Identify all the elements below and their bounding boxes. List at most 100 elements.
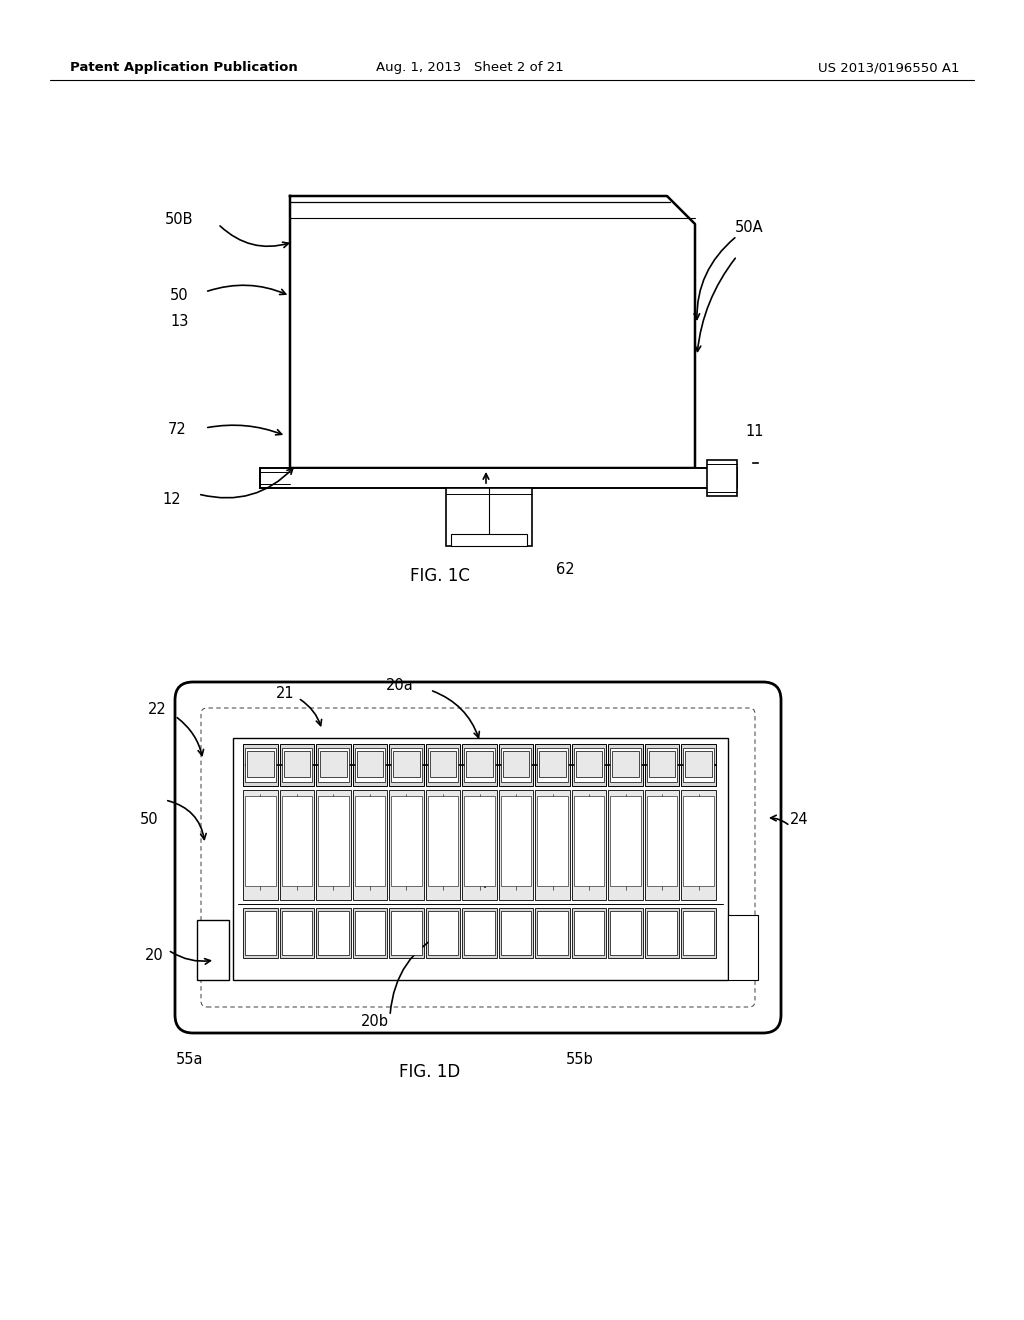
- Bar: [681, 744, 716, 785]
- Bar: [462, 908, 497, 958]
- Text: 62: 62: [556, 562, 574, 578]
- Bar: [573, 748, 604, 781]
- Bar: [608, 744, 643, 785]
- Text: 55b: 55b: [566, 1052, 594, 1068]
- Bar: [645, 744, 680, 785]
- Bar: [608, 908, 643, 958]
- Bar: [608, 789, 643, 900]
- Bar: [243, 744, 278, 785]
- Bar: [462, 789, 497, 900]
- Bar: [571, 744, 606, 785]
- Bar: [352, 789, 387, 900]
- Bar: [260, 469, 737, 488]
- Bar: [707, 459, 737, 496]
- Bar: [499, 908, 534, 958]
- Bar: [247, 751, 273, 777]
- Text: 21: 21: [275, 686, 294, 701]
- Bar: [318, 911, 348, 954]
- Bar: [451, 535, 527, 546]
- Bar: [389, 789, 424, 900]
- Bar: [245, 748, 275, 781]
- Bar: [446, 488, 532, 546]
- Bar: [464, 796, 495, 886]
- Bar: [536, 744, 569, 785]
- Text: 13: 13: [170, 314, 188, 330]
- Text: Aug. 1, 2013   Sheet 2 of 21: Aug. 1, 2013 Sheet 2 of 21: [376, 62, 564, 74]
- Bar: [354, 911, 385, 954]
- Bar: [501, 796, 531, 886]
- Bar: [352, 908, 387, 958]
- Bar: [391, 911, 422, 954]
- Bar: [649, 751, 676, 777]
- Bar: [352, 744, 387, 785]
- Bar: [389, 908, 424, 958]
- Bar: [536, 908, 569, 958]
- Bar: [197, 920, 229, 979]
- Polygon shape: [290, 195, 695, 469]
- Bar: [647, 796, 678, 886]
- Bar: [430, 751, 457, 777]
- Bar: [538, 796, 568, 886]
- Bar: [501, 748, 531, 781]
- Bar: [681, 789, 716, 900]
- Bar: [538, 748, 568, 781]
- Bar: [683, 911, 714, 954]
- Bar: [356, 751, 383, 777]
- Bar: [280, 789, 314, 900]
- Text: FIG. 1D: FIG. 1D: [399, 1063, 461, 1081]
- Text: 50: 50: [140, 813, 159, 828]
- Bar: [354, 796, 385, 886]
- Bar: [426, 789, 460, 900]
- Bar: [391, 748, 422, 781]
- Bar: [280, 744, 314, 785]
- Bar: [316, 908, 350, 958]
- Bar: [318, 748, 348, 781]
- Bar: [647, 748, 678, 781]
- Text: 50A: 50A: [735, 220, 764, 235]
- Bar: [280, 908, 314, 958]
- Bar: [681, 908, 716, 958]
- Text: 22: 22: [148, 702, 167, 718]
- Bar: [464, 911, 495, 954]
- Bar: [282, 796, 312, 886]
- Bar: [428, 796, 458, 886]
- Bar: [316, 789, 350, 900]
- Text: 50: 50: [170, 289, 188, 304]
- Bar: [536, 789, 569, 900]
- Bar: [316, 744, 350, 785]
- Bar: [391, 796, 422, 886]
- Text: 20: 20: [145, 949, 164, 964]
- Bar: [426, 744, 460, 785]
- Text: US 2013/0196550 A1: US 2013/0196550 A1: [818, 62, 961, 74]
- Bar: [647, 911, 678, 954]
- Bar: [245, 796, 275, 886]
- Bar: [354, 748, 385, 781]
- Text: 11: 11: [745, 425, 764, 440]
- Bar: [282, 911, 312, 954]
- Bar: [683, 796, 714, 886]
- Bar: [284, 751, 310, 777]
- Bar: [571, 908, 606, 958]
- Bar: [573, 796, 604, 886]
- Text: 55a: 55a: [176, 1052, 204, 1068]
- Bar: [645, 908, 680, 958]
- Bar: [499, 789, 534, 900]
- Bar: [575, 751, 602, 777]
- Bar: [685, 751, 712, 777]
- Text: FIG. 1C: FIG. 1C: [410, 568, 470, 585]
- Bar: [393, 751, 420, 777]
- Text: 20a: 20a: [386, 678, 414, 693]
- Bar: [571, 789, 606, 900]
- Bar: [428, 748, 458, 781]
- Bar: [540, 751, 566, 777]
- Bar: [610, 911, 641, 954]
- Bar: [538, 911, 568, 954]
- Text: 50B: 50B: [165, 213, 194, 227]
- Bar: [499, 744, 534, 785]
- Text: 20b: 20b: [361, 1015, 389, 1030]
- Text: 24: 24: [790, 813, 809, 828]
- Bar: [645, 789, 680, 900]
- Bar: [321, 751, 346, 777]
- Bar: [728, 915, 758, 979]
- Bar: [466, 751, 493, 777]
